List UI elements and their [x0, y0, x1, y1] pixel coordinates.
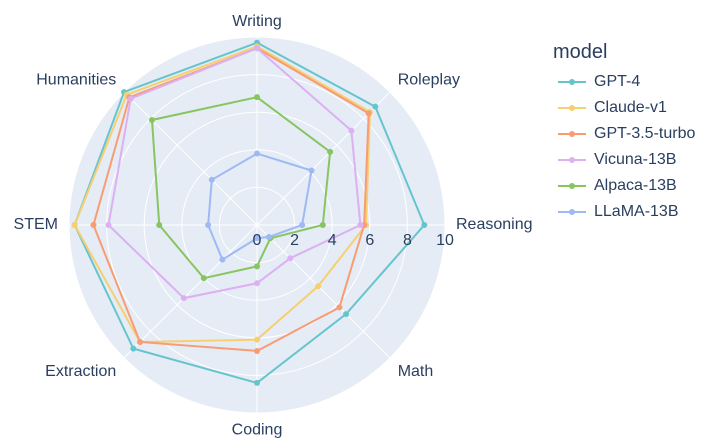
series-point — [315, 283, 322, 290]
series-point — [327, 148, 334, 155]
series-point — [180, 295, 187, 302]
series-point — [254, 280, 260, 287]
r-tick-label: 0 — [253, 232, 262, 249]
series-point — [105, 222, 112, 228]
r-tick-label: 10 — [436, 232, 454, 249]
spoke — [123, 91, 258, 226]
series-point — [254, 45, 260, 52]
series-point — [421, 222, 428, 228]
r-tick-label: 4 — [328, 232, 337, 249]
series-point — [372, 103, 379, 110]
series-point — [265, 233, 272, 240]
legend-label: GPT-4 — [594, 73, 640, 90]
category-label: Humanities — [36, 71, 116, 88]
series-point — [219, 256, 226, 263]
series-point — [348, 127, 355, 134]
series-point — [254, 336, 260, 343]
series-point — [365, 110, 372, 117]
series-point — [299, 222, 306, 228]
series-point — [127, 95, 134, 102]
series-point — [205, 222, 212, 228]
category-label: STEM — [14, 216, 58, 233]
legend-marker — [569, 131, 575, 137]
r-tick-label: 8 — [403, 232, 412, 249]
series-point — [254, 94, 260, 101]
category-label: Coding — [232, 421, 283, 438]
r-tick-label: 2 — [290, 232, 299, 249]
series-point — [343, 311, 350, 318]
series-point — [148, 116, 155, 123]
category-label: Writing — [232, 13, 282, 30]
category-label: Math — [398, 363, 434, 380]
legend-label: LLaMA-13B — [594, 203, 679, 220]
legend-marker — [569, 79, 575, 85]
series-point — [254, 150, 260, 157]
series-point — [254, 347, 260, 354]
series-point — [287, 255, 294, 262]
legend-label: Vicuna-13B — [594, 151, 676, 168]
series-point — [130, 345, 137, 352]
spoke — [256, 224, 391, 359]
legend-marker — [569, 157, 575, 163]
category-label: Roleplay — [398, 71, 460, 88]
series-point — [308, 167, 315, 174]
legend-label: Alpaca-13B — [594, 177, 677, 194]
series-point — [336, 304, 343, 311]
spoke — [123, 224, 258, 359]
series-point — [200, 275, 207, 282]
series-point — [208, 176, 215, 183]
series-point — [156, 222, 163, 228]
legend-marker — [569, 183, 575, 189]
legend-label: GPT-3.5-turbo — [594, 125, 695, 142]
series-point — [254, 263, 260, 270]
series-point — [90, 222, 97, 228]
r-tick-label: 6 — [365, 232, 374, 249]
category-label: Extraction — [45, 363, 116, 380]
series-point — [254, 235, 260, 242]
series-point — [357, 222, 364, 228]
legend-title: model — [553, 41, 607, 63]
legend-label: Claude-v1 — [594, 99, 667, 116]
legend-marker — [569, 209, 575, 215]
category-label: Reasoning — [456, 216, 533, 233]
legend-marker — [569, 105, 575, 111]
series-point — [137, 338, 144, 345]
series-point — [254, 379, 260, 386]
series-point — [319, 222, 326, 228]
series-point — [71, 222, 78, 228]
